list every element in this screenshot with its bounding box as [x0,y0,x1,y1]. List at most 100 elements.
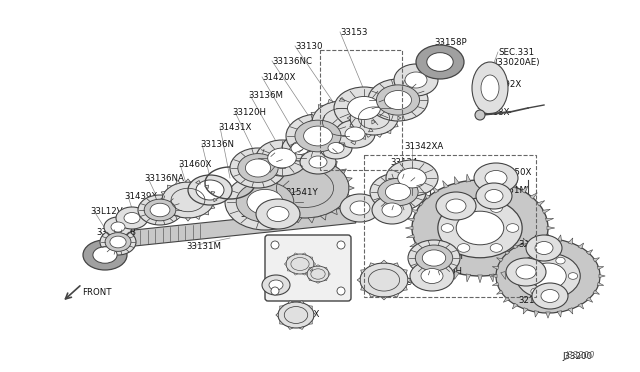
Polygon shape [387,102,391,106]
Circle shape [271,241,279,249]
Polygon shape [586,250,593,255]
Polygon shape [491,275,497,278]
Text: 31460X: 31460X [178,160,211,169]
Polygon shape [299,327,304,330]
Ellipse shape [256,140,308,176]
Ellipse shape [124,212,140,224]
Polygon shape [168,211,172,215]
Polygon shape [214,198,217,202]
Polygon shape [308,217,314,223]
Polygon shape [466,174,470,182]
Polygon shape [503,250,509,255]
Ellipse shape [481,75,499,101]
Polygon shape [490,274,494,282]
Ellipse shape [535,241,553,254]
Ellipse shape [516,265,536,279]
Text: 31342X: 31342X [286,310,319,319]
Polygon shape [546,312,550,318]
Text: 33130: 33130 [295,42,323,51]
Polygon shape [309,267,312,270]
Polygon shape [280,306,284,309]
Ellipse shape [312,101,372,143]
Text: 32133X: 32133X [518,240,552,249]
Ellipse shape [268,148,296,168]
Polygon shape [287,269,290,271]
Text: FRONT: FRONT [82,288,111,297]
Text: 33153: 33153 [340,28,367,37]
Polygon shape [466,274,470,282]
Polygon shape [537,201,545,206]
Polygon shape [357,278,360,282]
Ellipse shape [350,201,370,215]
Polygon shape [280,321,284,324]
Polygon shape [308,306,312,309]
Text: 31342XA: 31342XA [404,142,444,151]
Polygon shape [381,260,387,263]
Polygon shape [545,234,554,238]
Text: SEC.331: SEC.331 [498,48,534,57]
Polygon shape [264,169,270,174]
Polygon shape [410,243,418,247]
Ellipse shape [556,288,565,295]
Text: 31431X: 31431X [218,123,252,132]
Polygon shape [329,272,330,276]
Polygon shape [443,180,449,188]
Ellipse shape [309,156,327,168]
Polygon shape [547,226,555,230]
Text: J33200: J33200 [565,350,595,359]
Text: (33020AB): (33020AB) [278,248,324,257]
Text: 33116Q: 33116Q [90,248,124,257]
Polygon shape [273,161,278,167]
Text: J33200: J33200 [562,352,592,361]
Ellipse shape [394,64,438,96]
Ellipse shape [485,170,507,186]
Text: 33136NB: 33136NB [96,228,136,237]
Polygon shape [351,141,356,145]
Polygon shape [500,176,506,185]
Polygon shape [276,313,278,317]
Polygon shape [513,303,518,309]
Ellipse shape [282,135,318,161]
Polygon shape [339,143,345,147]
Ellipse shape [526,235,562,261]
Polygon shape [196,216,200,219]
Ellipse shape [385,90,412,109]
Text: 33136NC: 33136NC [272,57,312,66]
Polygon shape [369,128,373,132]
Ellipse shape [458,244,470,252]
Text: 31550X: 31550X [264,212,298,221]
Polygon shape [258,195,264,199]
Polygon shape [597,282,604,286]
Polygon shape [306,272,307,276]
Ellipse shape [372,196,412,224]
Polygon shape [284,214,290,220]
Polygon shape [321,214,326,220]
Polygon shape [511,180,517,188]
Polygon shape [114,207,356,248]
Ellipse shape [83,240,127,270]
Polygon shape [287,257,290,259]
Text: SEC.331: SEC.331 [280,238,316,247]
Polygon shape [406,234,415,238]
Ellipse shape [295,120,341,152]
Polygon shape [318,105,323,109]
Polygon shape [328,141,333,145]
Ellipse shape [397,168,426,188]
Ellipse shape [368,79,428,121]
Polygon shape [211,205,215,208]
Polygon shape [314,313,316,317]
Ellipse shape [427,53,453,71]
Text: 31525X: 31525X [347,118,380,127]
Polygon shape [273,209,278,215]
Ellipse shape [530,263,566,289]
Circle shape [337,287,345,295]
Polygon shape [256,186,261,190]
Polygon shape [321,156,326,162]
Polygon shape [387,130,391,134]
Ellipse shape [490,244,502,252]
Polygon shape [503,297,509,302]
Polygon shape [492,266,499,270]
Ellipse shape [556,257,565,264]
Ellipse shape [300,150,336,174]
Ellipse shape [111,222,125,232]
